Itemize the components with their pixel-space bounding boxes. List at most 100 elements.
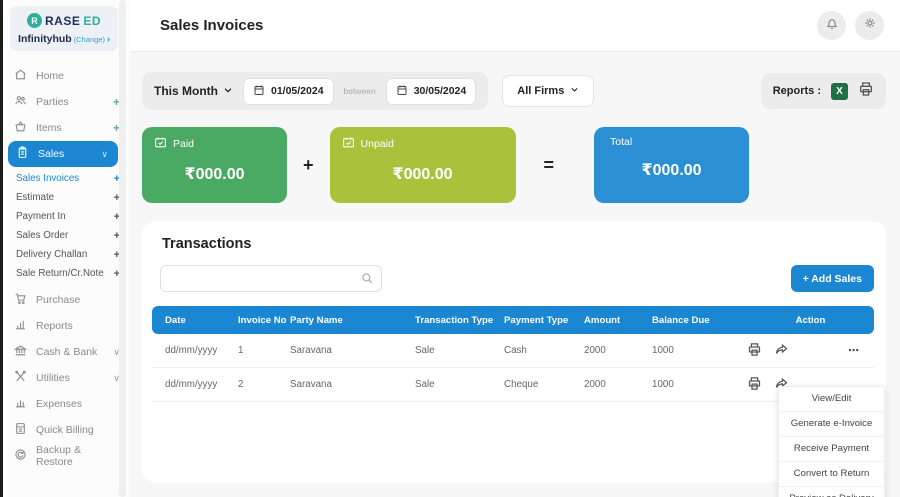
unpaid-card: Unpaid ₹000.00 (329, 127, 516, 203)
period-value: This Month (154, 84, 218, 98)
sidebar-item-label: Quick Billing (36, 424, 94, 436)
sales-order-add-button[interactable]: + (113, 229, 120, 242)
search-icon (360, 271, 374, 290)
sidebar-item-utilities[interactable]: Utilities ∨ (10, 365, 130, 391)
sidebar-item-home[interactable]: Home (10, 63, 130, 89)
firms-dropdown[interactable]: All Firms (502, 75, 595, 107)
cell-payment: Cash (504, 345, 527, 356)
sidebar-item-quick-billing[interactable]: Quick Billing (10, 417, 130, 443)
table-row[interactable]: dd/mm/yyyy 1 Saravana Sale Cash 2000 100… (152, 334, 874, 368)
col-transaction-type: Transaction Type (415, 314, 494, 326)
estimate-add-button[interactable]: + (113, 191, 120, 204)
plus-operator: + (303, 154, 314, 175)
sidebar-item-label: Home (36, 70, 65, 82)
menu-generate-einvoice[interactable]: Generate e-Invoice (779, 412, 884, 437)
menu-receive-payment[interactable]: Receive Payment (779, 437, 884, 462)
submenu-delivery-challan[interactable]: Delivery Challan + (16, 245, 130, 264)
bank-icon (13, 344, 28, 360)
calendar-check-icon (154, 136, 167, 152)
sidebar-item-cash-bank[interactable]: Cash & Bank ∨ (10, 339, 130, 365)
cell-amount: 2000 (584, 345, 606, 356)
gear-icon (863, 16, 877, 35)
sidebar-scrollbar[interactable] (119, 0, 126, 497)
table-row[interactable]: dd/mm/yyyy 2 Saravana Sale Cheque 2000 1… (152, 368, 874, 402)
col-payment-type: Payment Type (504, 314, 569, 326)
sidebar-item-sales[interactable]: Sales ∨ (8, 141, 118, 167)
print-report-icon[interactable] (858, 81, 874, 102)
equals-operator: = (543, 154, 555, 175)
sidebar-item-label: Cash & Bank (36, 346, 98, 358)
cell-payment: Cheque (504, 379, 539, 390)
chevron-right-icon[interactable]: › (106, 34, 110, 44)
menu-preview-delivery-challan[interactable]: Preview as Delivery Challan (779, 487, 884, 497)
sidebar-item-label: Backup & Restore (36, 444, 81, 468)
submenu-label: Delivery Challan (16, 249, 88, 260)
share-row-icon[interactable] (774, 376, 789, 394)
settings-button[interactable] (855, 11, 884, 40)
sidebar-item-items[interactable]: Items + (10, 115, 130, 141)
sale-return-add-button[interactable]: + (113, 267, 120, 280)
menu-view-edit[interactable]: View/Edit (779, 387, 884, 412)
submenu-label: Sales Invoices (16, 173, 80, 184)
cell-type: Sale (415, 379, 435, 390)
filter-bar: This Month 01/05/2024 between 30/05/2024… (142, 72, 886, 110)
payment-in-add-button[interactable]: + (113, 210, 120, 223)
submenu-payment-in[interactable]: Payment In + (16, 207, 130, 226)
sidebar-item-label: Items (36, 122, 62, 134)
brand-card[interactable]: R RASE ED Infinityhub (Change) › (10, 6, 118, 51)
search-input[interactable] (160, 265, 382, 292)
cell-balance: 1000 (652, 345, 674, 356)
sidebar-nav: Home Parties + Items + Sales ∨ Sales Inv… (8, 63, 130, 469)
paid-amount: ₹000.00 (184, 166, 245, 183)
share-row-icon[interactable] (774, 342, 789, 360)
sidebar-item-parties[interactable]: Parties + (10, 89, 130, 115)
sidebar-item-purchase[interactable]: Purchase (10, 287, 130, 313)
expenses-chart-icon (14, 396, 27, 412)
excel-export-icon[interactable]: X (831, 82, 848, 100)
main-area: Sales Invoices This Month 01/05/2024 (130, 0, 900, 497)
cell-invoice-no: 2 (238, 379, 244, 390)
sidebar-item-expenses[interactable]: Expenses (10, 391, 130, 417)
sidebar-item-label: Parties (36, 96, 69, 108)
sales-invoices-add-button[interactable]: + (113, 172, 120, 185)
print-row-icon[interactable] (747, 376, 762, 394)
date-from-field[interactable]: 01/05/2024 (242, 77, 334, 105)
transactions-title: Transactions (162, 236, 252, 252)
topbar: Sales Invoices (130, 0, 900, 52)
cell-type: Sale (415, 345, 435, 356)
reports-group: Reports : X (760, 73, 886, 109)
submenu-sale-return[interactable]: Sale Return/Cr.Note + (16, 264, 130, 283)
cell-date: dd/mm/yyyy (165, 379, 218, 390)
change-account-link[interactable]: (Change) (73, 34, 105, 44)
items-add-button[interactable]: + (112, 121, 120, 135)
col-balance-due: Balance Due (652, 314, 710, 326)
submenu-sales-order[interactable]: Sales Order + (16, 226, 130, 245)
row-more-menu-button[interactable]: ⋯ (848, 345, 860, 357)
cell-invoice-no: 1 (238, 345, 244, 356)
submenu-label: Sale Return/Cr.Note (16, 268, 104, 279)
transactions-section: Transactions + Add Sales Date Invoice No… (142, 222, 886, 482)
notifications-button[interactable] (817, 11, 846, 40)
sidebar-item-backup-restore[interactable]: Backup & Restore (10, 443, 130, 469)
cell-balance: 1000 (652, 379, 674, 390)
submenu-label: Estimate (16, 192, 55, 203)
total-amount: ₹000.00 (641, 162, 702, 179)
total-card: Total ₹000.00 (594, 127, 750, 203)
sidebar-item-reports[interactable]: Reports (10, 313, 130, 339)
add-sales-button[interactable]: + Add Sales (790, 265, 874, 292)
period-dropdown[interactable]: This Month (154, 84, 233, 98)
sidebar-item-label: Utilities (36, 372, 70, 384)
date-to-field[interactable]: 30/05/2024 (385, 77, 477, 105)
menu-convert-to-return[interactable]: Convert to Return (779, 462, 884, 487)
submenu-estimate[interactable]: Estimate + (16, 188, 130, 207)
parties-add-button[interactable]: + (112, 95, 120, 109)
date-from-value: 01/05/2024 (270, 85, 324, 97)
firm-value: All Firms (517, 85, 565, 97)
sidebar-item-label: Sales (38, 148, 65, 160)
screen-edge (0, 0, 3, 497)
print-row-icon[interactable] (747, 342, 762, 360)
submenu-sales-invoices[interactable]: Sales Invoices + (16, 169, 130, 188)
reports-label: Reports : (772, 85, 821, 97)
delivery-challan-add-button[interactable]: + (113, 248, 120, 261)
paid-label: Paid (173, 138, 195, 150)
